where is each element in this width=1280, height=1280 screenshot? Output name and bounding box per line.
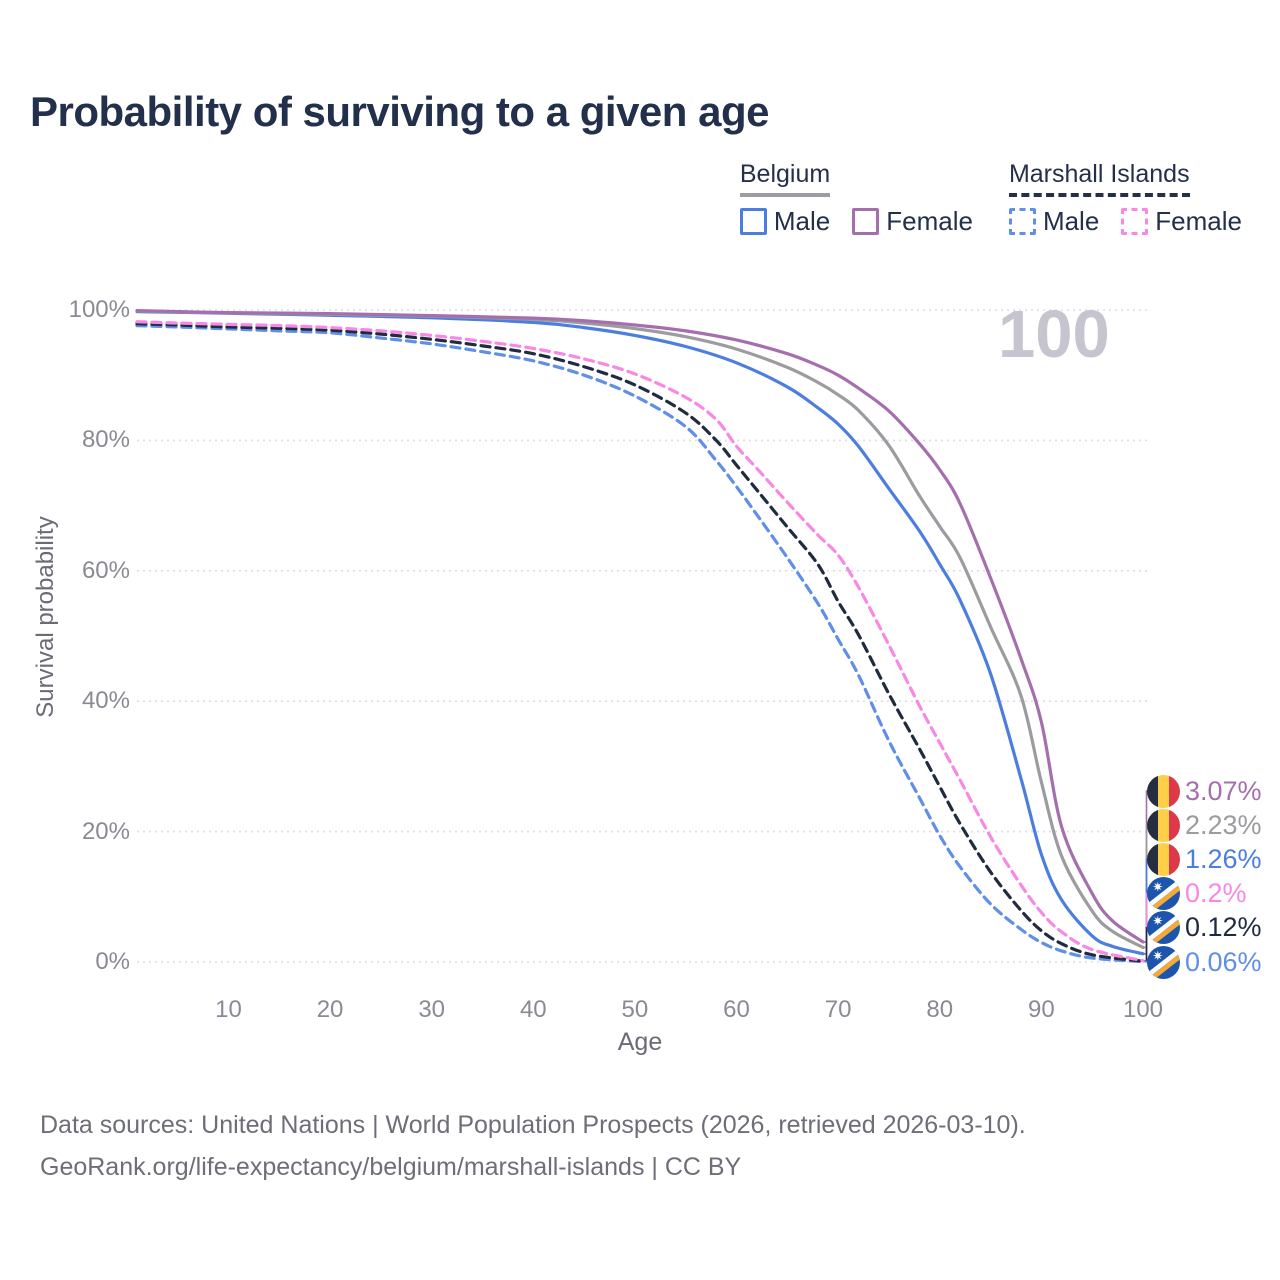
legend-group-title-belgium: Belgium: [739, 160, 831, 197]
marshall-islands-flag-icon: [1147, 945, 1180, 979]
marshall-islands-flag-icon: [1147, 877, 1180, 911]
end-label-value: 0.12%: [1185, 912, 1262, 943]
x-tick-label: 40: [519, 996, 547, 1023]
belgium-female-swatch-icon[interactable]: [852, 208, 880, 235]
end-label-value: 0.06%: [1185, 946, 1262, 977]
y-tick-label: 80%: [81, 426, 130, 454]
end-label-value: 1.26%: [1185, 843, 1262, 874]
source-line-2: GeoRank.org/life-expectancy/belgium/mars…: [40, 1153, 742, 1181]
source-note: Data sources: United Nations | World Pop…: [40, 1104, 1026, 1188]
x-tick-label: 50: [621, 996, 649, 1023]
legend: Belgium Male Female Marshall Islands Mal…: [739, 160, 1242, 237]
end-label-row: 2.23%: [1147, 808, 1262, 842]
legend-group-marshall-islands: Marshall Islands Male Female: [1008, 160, 1242, 237]
series-line-marshall-islands-male: [135, 324, 1145, 964]
legend-item-label: Female: [886, 206, 973, 236]
belgium-flag-icon: [1147, 774, 1180, 808]
belgium-flag-icon: [1147, 842, 1180, 876]
series-line-belgium-both: [135, 309, 1145, 950]
y-tick-label: 20%: [81, 817, 130, 845]
end-label-value: 3.07%: [1185, 775, 1262, 806]
x-axis-title: Age: [617, 1028, 663, 1056]
y-tick-label: 0%: [95, 948, 130, 975]
legend-item-marshall-male[interactable]: Male: [1008, 206, 1100, 237]
legend-item-label: Male: [773, 206, 831, 236]
x-tick-label: 100: [1122, 996, 1164, 1023]
end-label-row: 0.06%: [1147, 945, 1262, 979]
y-tick-label: 100%: [68, 296, 130, 323]
legend-item-label: Female: [1155, 206, 1242, 236]
legend-item-belgium-male[interactable]: Male: [739, 206, 831, 237]
belgium-male-swatch-icon[interactable]: [739, 208, 767, 235]
x-tick-label: 10: [215, 996, 242, 1023]
series-line-belgium-male: [135, 310, 1145, 956]
marshall-female-swatch-icon[interactable]: [1121, 208, 1149, 235]
marshall-male-swatch-icon[interactable]: [1008, 208, 1036, 235]
end-label-value: 2.23%: [1185, 809, 1262, 840]
y-tick-label: 60%: [81, 556, 130, 584]
end-label-row: 0.12%: [1147, 911, 1262, 945]
series-line-marshall-islands-female: [135, 320, 1145, 963]
legend-group-belgium: Belgium Male Female: [739, 160, 973, 237]
legend-item-marshall-female[interactable]: Female: [1121, 206, 1242, 237]
x-tick-label: 70: [824, 996, 852, 1023]
series-line-marshall-islands-both: [135, 322, 1145, 963]
end-label-value: 0.2%: [1185, 878, 1247, 909]
hovered-age-watermark: 100: [998, 297, 1110, 372]
x-tick-label: 30: [418, 996, 446, 1023]
legend-item-belgium-female[interactable]: Female: [852, 206, 973, 237]
x-tick-label: 20: [316, 996, 344, 1023]
source-line-1: Data sources: United Nations | World Pop…: [40, 1111, 1026, 1139]
page-title: Probability of surviving to a given age: [30, 88, 769, 135]
series-line-belgium-female: [135, 309, 1145, 944]
belgium-flag-icon: [1147, 808, 1180, 842]
legend-group-title-marshall-islands: Marshall Islands: [1008, 160, 1190, 197]
end-label-row: 3.07%: [1147, 774, 1262, 808]
end-label-row: 1.26%: [1147, 842, 1262, 876]
y-tick-label: 40%: [81, 687, 130, 715]
legend-item-label: Male: [1042, 206, 1100, 236]
x-tick-label: 60: [723, 996, 750, 1023]
x-tick-label: 90: [1028, 996, 1055, 1023]
end-label-row: 0.2%: [1147, 877, 1247, 911]
marshall-islands-flag-icon: [1147, 911, 1180, 945]
x-tick-label: 80: [926, 996, 954, 1023]
